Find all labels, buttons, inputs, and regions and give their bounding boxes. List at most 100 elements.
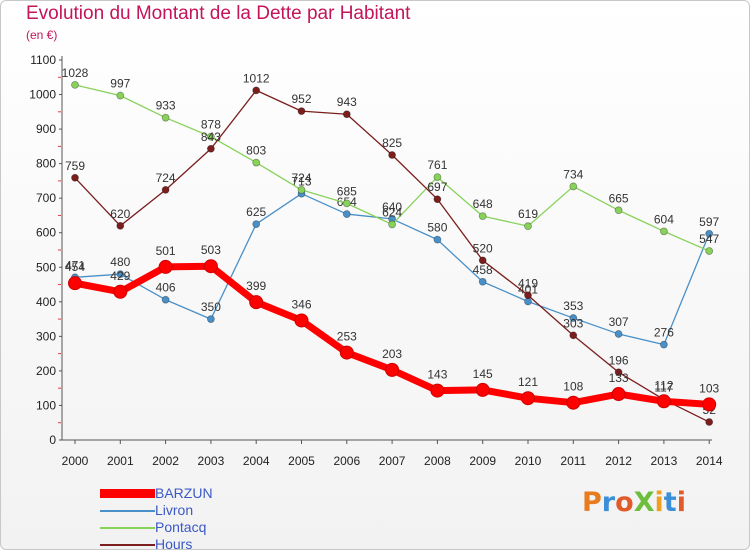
data-label-pontacq: 1028	[62, 66, 89, 80]
data-label-pontacq: 997	[110, 77, 130, 91]
data-point-barzun	[656, 394, 671, 409]
x-tick-label: 2014	[696, 454, 723, 468]
data-label-pontacq: 547	[699, 232, 719, 246]
x-tick-label: 2000	[62, 454, 89, 468]
y-tick-label: 100	[36, 398, 56, 412]
data-point-pontacq	[524, 222, 532, 231]
y-tick-label: 200	[36, 364, 56, 378]
data-point-pontacq	[297, 185, 306, 194]
logo-letter: i	[654, 487, 664, 518]
data-point-barzun	[611, 387, 626, 402]
data-label-hours: 759	[65, 159, 85, 173]
data-label-hours: 520	[473, 241, 493, 255]
data-label-barzun: 253	[337, 330, 357, 344]
data-point-barzun	[385, 362, 400, 377]
data-label-barzun: 501	[156, 244, 176, 258]
y-tick-label: 900	[36, 122, 56, 136]
data-point-pontacq	[433, 173, 442, 182]
data-point-barzun	[249, 295, 264, 310]
data-point-livron	[433, 235, 442, 244]
data-point-barzun	[158, 259, 173, 274]
data-label-barzun: 133	[609, 371, 629, 385]
data-point-hours	[614, 368, 623, 377]
data-point-pontacq	[660, 227, 668, 236]
data-point-pontacq	[614, 206, 623, 215]
logo-letter: P	[582, 487, 602, 518]
data-label-hours: 117	[654, 381, 673, 395]
data-label-pontacq: 803	[246, 144, 266, 158]
data-point-barzun	[68, 276, 82, 291]
legend-label: Hours	[155, 536, 193, 552]
y-tick-label: 800	[36, 157, 56, 171]
data-label-livron: 597	[699, 215, 719, 229]
data-point-pontacq	[206, 132, 215, 141]
x-tick-label: 2005	[288, 454, 315, 468]
chart-subtitle: (en €)	[26, 28, 58, 42]
data-label-barzun: 346	[291, 297, 311, 311]
legend-swatch	[100, 527, 155, 529]
legend-item-pontacq: Pontacq	[100, 519, 300, 536]
legend-item-hours: Hours	[100, 536, 300, 553]
x-tick-label: 2008	[424, 454, 451, 468]
data-label-barzun: 399	[246, 279, 266, 293]
data-label-livron: 350	[201, 300, 221, 314]
data-point-barzun	[702, 397, 717, 412]
data-point-barzun	[113, 284, 128, 299]
data-label-hours: 825	[382, 136, 402, 150]
data-point-hours	[161, 185, 170, 194]
data-label-pontacq: 604	[654, 212, 674, 226]
y-tick-label: 500	[36, 260, 56, 274]
data-label-hours: 419	[518, 276, 538, 290]
data-label-pontacq: 619	[518, 207, 538, 221]
data-label-hours: 697	[427, 180, 447, 194]
data-point-hours	[388, 151, 397, 159]
logo-letter: i	[676, 487, 686, 518]
x-tick-label: 2007	[379, 454, 406, 468]
data-point-pontacq	[116, 91, 125, 100]
data-point-pontacq	[71, 80, 79, 89]
y-tick-label: 600	[36, 226, 56, 240]
logo-letter: r	[601, 487, 616, 518]
y-tick-label: 700	[36, 191, 56, 205]
data-point-hours	[524, 291, 532, 300]
data-point-pontacq	[161, 113, 170, 122]
legend-item-livron: Livron	[100, 502, 300, 519]
x-tick-label: 2003	[198, 454, 225, 468]
data-label-hours: 724	[156, 171, 176, 185]
data-label-pontacq: 933	[156, 99, 176, 113]
data-point-barzun	[521, 391, 535, 406]
data-label-barzun: 145	[473, 367, 493, 381]
data-label-livron: 401	[518, 282, 538, 296]
data-label-pontacq: 734	[563, 167, 583, 181]
data-point-pontacq	[478, 212, 487, 221]
logo-letter: t	[663, 487, 677, 518]
y-tick-label: 1100	[30, 53, 56, 67]
data-label-pontacq: 761	[427, 158, 447, 172]
data-point-hours	[478, 256, 487, 265]
data-label-livron: 580	[427, 221, 447, 235]
data-point-barzun	[566, 395, 581, 410]
legend-item-barzun: BARZUN	[100, 485, 300, 502]
y-tick-label: 400	[36, 295, 56, 309]
data-point-hours	[569, 331, 578, 340]
legend-swatch	[100, 510, 155, 512]
data-label-hours: 196	[609, 353, 629, 367]
data-point-livron	[206, 315, 215, 323]
data-point-livron	[478, 277, 487, 286]
data-label-barzun: 203	[382, 347, 402, 361]
data-label-hours: 843	[201, 130, 221, 144]
x-tick-label: 2012	[605, 454, 632, 468]
data-point-livron	[705, 229, 714, 238]
data-point-pontacq	[252, 158, 261, 167]
x-tick-label: 2009	[469, 454, 496, 468]
data-label-livron: 458	[473, 263, 493, 277]
data-label-hours: 943	[337, 95, 357, 109]
data-label-pontacq: 685	[337, 184, 357, 198]
data-label-livron: 713	[291, 175, 311, 189]
data-point-pontacq	[705, 247, 714, 255]
data-label-livron: 406	[156, 281, 176, 295]
data-point-pontacq	[569, 182, 578, 191]
y-tick-label: 1000	[29, 88, 56, 102]
data-label-barzun: 121	[518, 375, 538, 389]
data-point-livron	[252, 220, 261, 228]
